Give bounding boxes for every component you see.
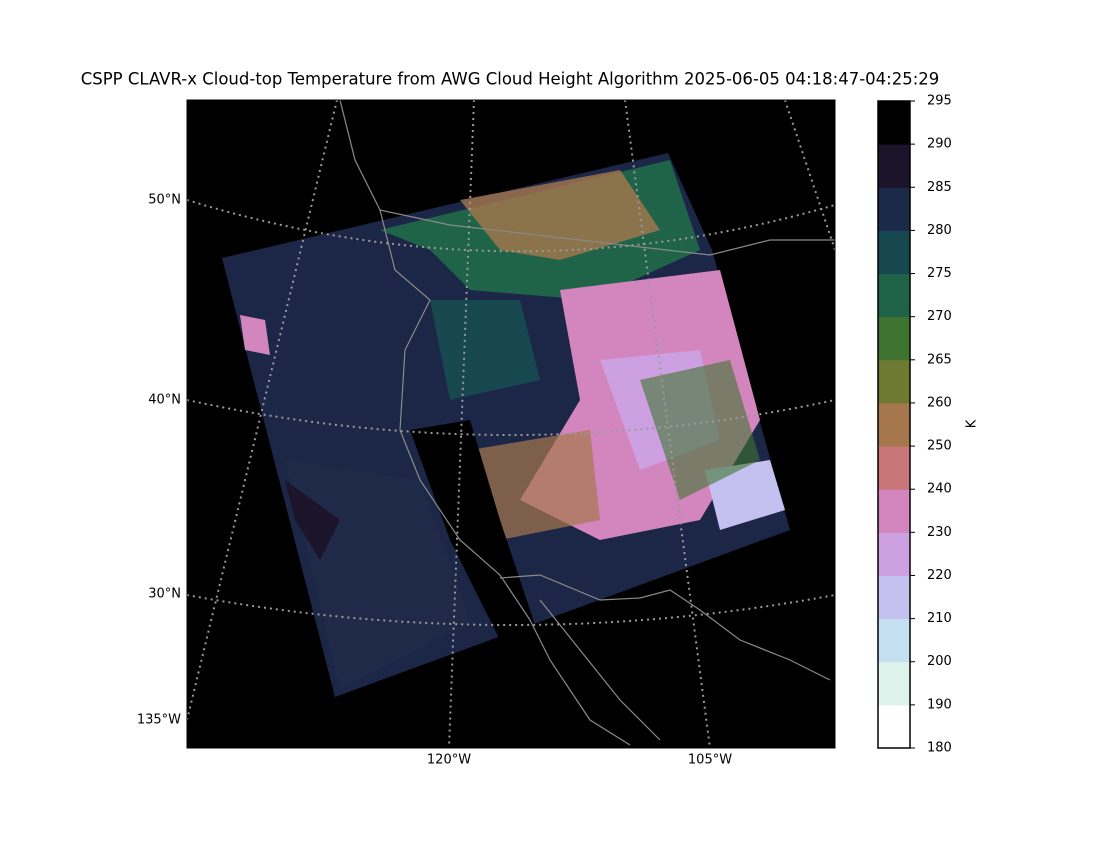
lat-label: 30°N (148, 587, 181, 602)
colorbar-tick-label: 260 (927, 395, 952, 410)
land-clear (410, 420, 540, 640)
colorbar-tick-label: 295 (927, 94, 952, 109)
colorbar-label: K (965, 419, 980, 428)
colorbar-tick-label: 275 (927, 266, 952, 281)
colorbar-band (878, 273, 910, 318)
title: CSPP CLAVR-x Cloud-top Temperature from … (81, 70, 940, 89)
map: 50°N 40°N 30°N 135°W 120°W 105°W (137, 99, 836, 768)
cloud-area (460, 170, 660, 260)
colorbar-tick-label: 220 (927, 568, 952, 583)
colorbar-band (878, 446, 910, 490)
cloud-area (640, 360, 760, 500)
colorbar-band (878, 316, 910, 361)
colorbar-band (878, 618, 910, 663)
colorbar-tick-label: 290 (927, 137, 952, 152)
cloud-area (240, 315, 270, 355)
colorbar-band (878, 704, 910, 749)
colorbar-band (878, 402, 910, 447)
lat-label: 40°N (148, 393, 181, 408)
cloud-area (430, 300, 540, 400)
colorbar-band (878, 575, 910, 620)
colorbar-band (878, 532, 910, 576)
colorbar-band (878, 187, 910, 231)
colorbar-tick-label: 285 (927, 180, 952, 195)
colorbar-tick-label: 200 (927, 654, 952, 669)
colorbar-tick-label: 265 (927, 352, 952, 367)
colorbar-band (878, 101, 910, 145)
cloud-area (470, 430, 600, 540)
lon-label: 135°W (137, 713, 181, 728)
colorbar-tick-label: 270 (927, 309, 952, 324)
colorbar: 180 190 200 210 220 230 240 250 260 265 270 275 280 2… (877, 94, 952, 756)
colorbar-band (878, 489, 910, 533)
colorbar-tick-label: 280 (927, 223, 952, 238)
colorbar-tick-label: 180 (927, 741, 952, 756)
graticule (186, 99, 338, 721)
lon-label: 105°W (688, 753, 732, 768)
colorbar-band (878, 144, 910, 188)
colorbar-tick-label: 190 (927, 697, 952, 712)
swath-area (285, 480, 340, 560)
colorbar-frame (877, 100, 911, 749)
graticule (784, 99, 836, 251)
lat-label: 50°N (148, 193, 181, 208)
graticule (624, 99, 711, 749)
colorbar-band (878, 359, 910, 404)
graticule (186, 594, 836, 626)
lon-label: 120°W (427, 753, 471, 768)
graticule (186, 399, 836, 436)
colorbar-tick-label: 210 (927, 611, 952, 626)
colorbar-tick-label: 250 (927, 439, 952, 454)
map-frame (186, 99, 836, 749)
colorbar-tick-label: 240 (927, 482, 952, 497)
colorbar-band (878, 230, 910, 275)
graticule (448, 99, 475, 749)
colorbar-tick-label: 230 (927, 525, 952, 540)
coastline (339, 99, 835, 746)
colorbar-band (878, 661, 910, 706)
